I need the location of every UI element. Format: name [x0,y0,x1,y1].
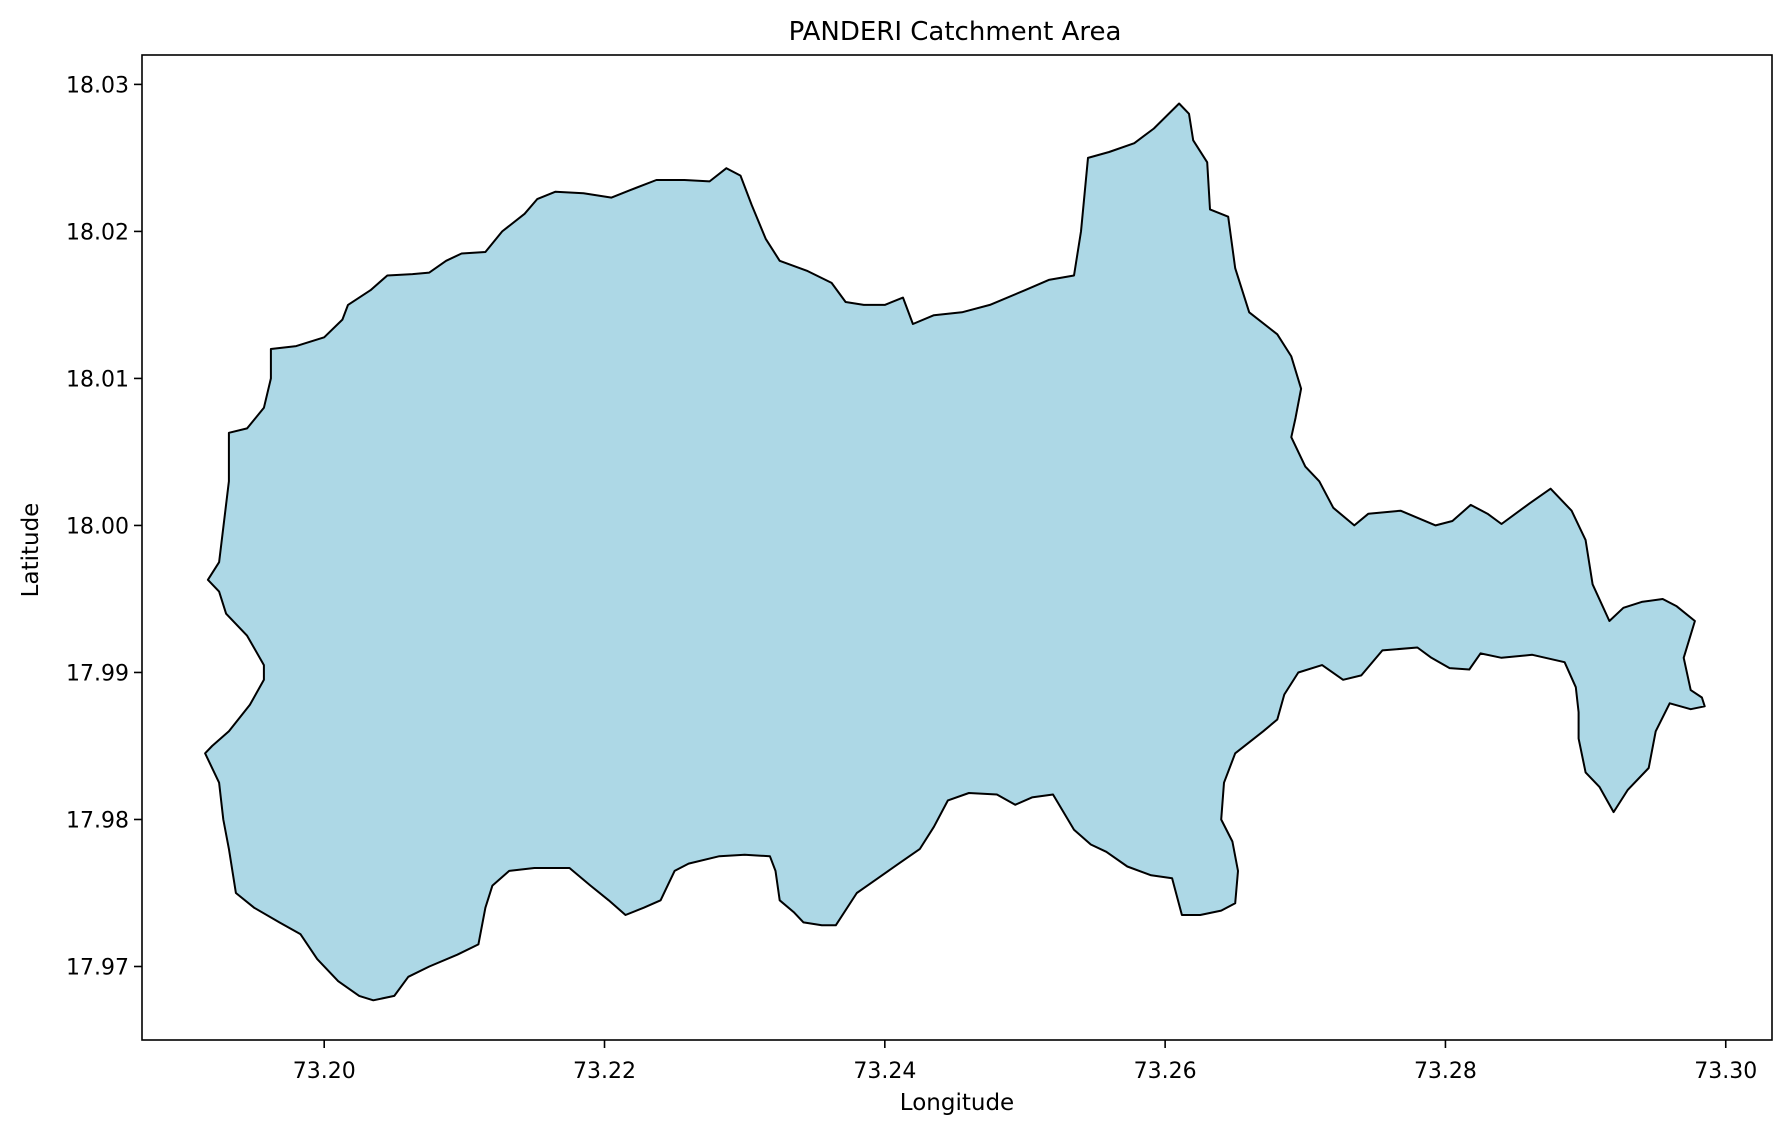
y-tick-label: 18.03 [66,73,129,98]
x-tick-label: 73.20 [293,1059,356,1084]
x-tick-label: 73.22 [573,1059,636,1084]
y-tick-label: 17.99 [66,661,129,686]
x-tick-label: 73.28 [1414,1059,1477,1084]
x-tick-label: 73.30 [1694,1059,1757,1084]
axes-frame [141,54,1773,1041]
x-axis-label: Longitude [900,1090,1014,1116]
y-tick-label: 18.02 [66,220,129,245]
y-tick-label: 17.97 [66,955,129,980]
y-tick-label: 17.98 [66,808,129,833]
y-tick-label: 18.00 [66,514,129,539]
chart-title: PANDERI Catchment Area [789,17,1122,47]
y-axis-label: Latitude [18,503,44,598]
catchment-polygon [204,102,1706,1002]
x-tick-label: 73.26 [1134,1059,1197,1084]
x-tick-label: 73.24 [853,1059,916,1084]
y-tick-label: 18.01 [66,367,129,392]
